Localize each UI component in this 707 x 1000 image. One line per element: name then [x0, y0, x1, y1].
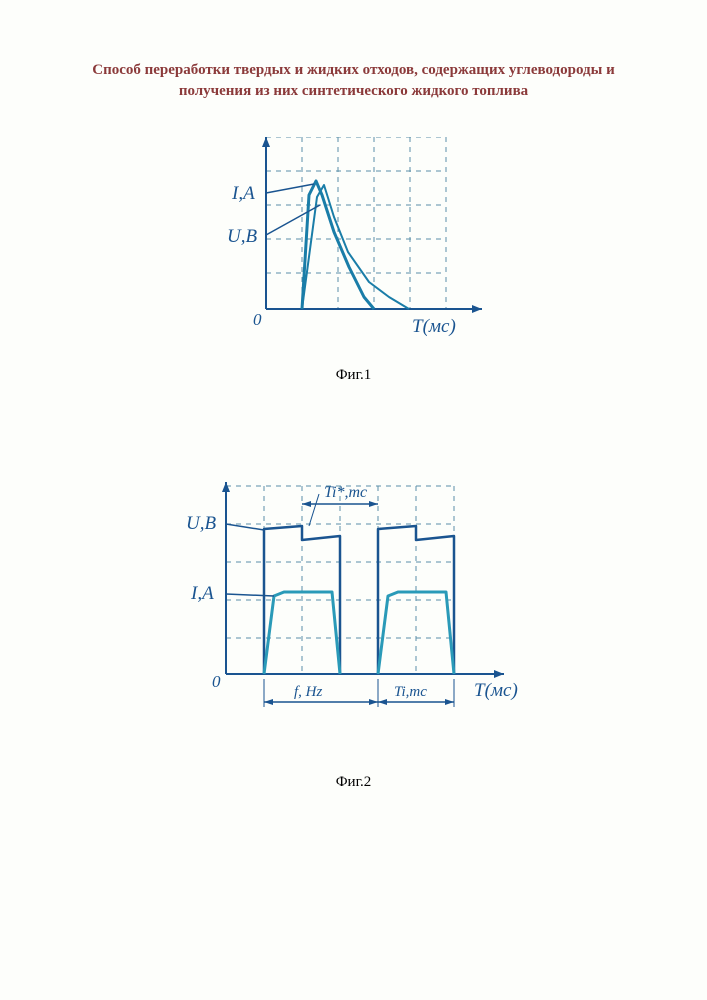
fig2-bottom-label2: Ti,mc [394, 684, 427, 700]
fig1-label-ia: I,A [231, 183, 255, 204]
fig2-label-ub: U,B [186, 513, 216, 534]
fig2-origin: 0 [212, 672, 221, 691]
figure-1-chart: I,A U,B 0 T(мс) [214, 137, 494, 347]
fig2-xlabel: T(мс) [474, 680, 518, 701]
fig2-bottom-label1: f, Hz [294, 684, 323, 700]
fig1-xlabel: T(мс) [412, 316, 456, 337]
fig1-origin: 0 [253, 310, 262, 329]
fig2-caption: Фиг.2 [0, 774, 707, 791]
fig1-caption: Фиг.1 [0, 367, 707, 384]
page-title: Способ переработки твердых и жидких отхо… [0, 0, 707, 102]
fig1-label-ub: U,B [227, 226, 257, 247]
figure-2-chart: U,B I,A 0 T(мс) Ti*,mc f, Hz Ti,mc [164, 474, 544, 744]
figure-1-container: I,A U,B 0 T(мс) Фиг.1 [0, 137, 707, 384]
figure-2-container: U,B I,A 0 T(мс) Ti*,mc f, Hz Ti,mc Фиг.2 [0, 474, 707, 791]
fig2-label-ia: I,A [190, 583, 214, 604]
fig2-top-label: Ti*,mc [324, 484, 367, 501]
